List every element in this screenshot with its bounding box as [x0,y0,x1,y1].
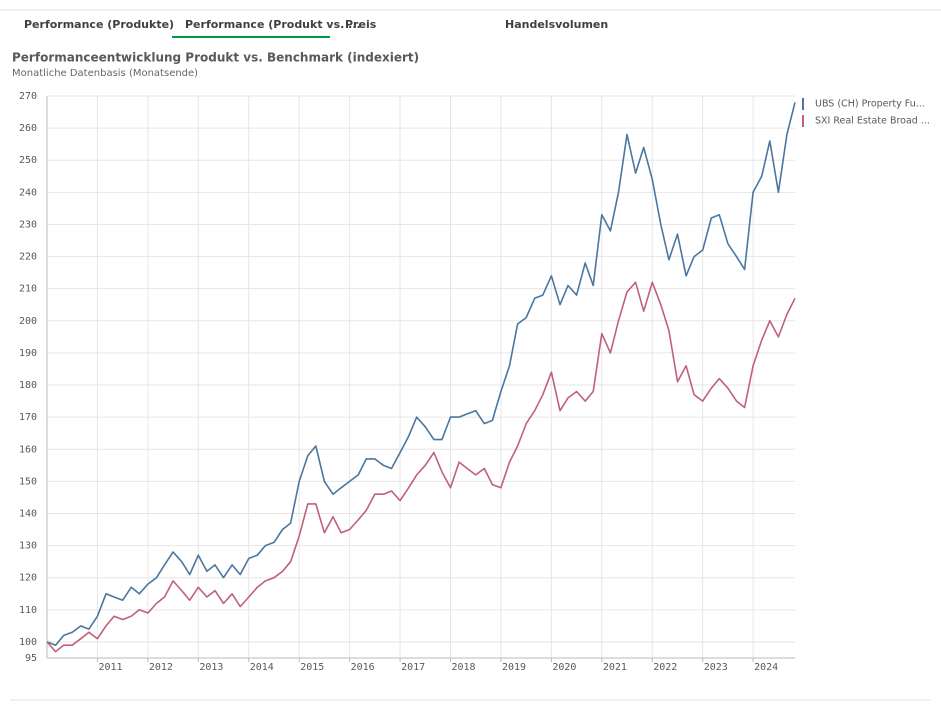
tab[interactable]: Preis [345,18,377,31]
x-tick-label: 2015 [300,662,324,673]
y-tick-label: 230 [19,219,37,230]
y-tick-label: 240 [19,187,37,198]
y-tick-label: 95 [25,653,37,664]
y-tick-label: 210 [19,284,37,295]
x-tick-label: 2017 [401,662,425,673]
y-tick-label: 200 [19,316,37,327]
y-tick-label: 260 [19,123,37,134]
y-tick-label: 180 [19,380,37,391]
x-tick-label: 2012 [149,662,173,673]
x-tick-label: 2011 [98,662,122,673]
series-line [46,102,796,646]
tab[interactable]: Performance (Produkte) [24,18,174,31]
x-tick-label: 2024 [754,662,778,673]
y-tick-label: 170 [19,412,37,423]
tab[interactable]: Handelsvolumen [505,18,608,31]
y-tick-label: 150 [19,476,37,487]
y-tick-label: 220 [19,252,37,263]
y-tick-label: 190 [19,348,37,359]
chart-subtitle: Monatliche Datenbasis (Monatsende) [12,68,198,79]
x-tick-label: 2019 [502,662,526,673]
y-tick-label: 100 [19,637,37,648]
x-tick-label: 2022 [653,662,677,673]
chart-title: Performanceentwicklung Produkt vs. Bench… [12,51,419,65]
x-tick-label: 2018 [452,662,476,673]
y-tick-label: 160 [19,444,37,455]
x-tick-label: 2023 [704,662,728,673]
y-tick-label: 130 [19,541,37,552]
tab[interactable]: Performance (Produkt vs. ... [185,18,361,31]
x-tick-label: 2016 [351,662,375,673]
x-tick-label: 2013 [199,662,223,673]
x-tick-label: 2014 [250,662,274,673]
y-tick-label: 140 [19,508,37,519]
y-tick-label: 110 [19,605,37,616]
x-tick-label: 2020 [552,662,576,673]
y-tick-label: 120 [19,573,37,584]
y-tick-label: 250 [19,155,37,166]
legend-label: SXI Real Estate Broad ... [815,116,930,127]
series-line [46,281,796,653]
legend-label: UBS (CH) Property Fu... [815,99,925,110]
active-tab-indicator [172,36,330,38]
x-tick-label: 2021 [603,662,627,673]
y-tick-label: 270 [19,91,37,102]
plot-area: 95 100 110 120 130 140 150 160 170 180 190 200 210 22… [19,91,930,673]
